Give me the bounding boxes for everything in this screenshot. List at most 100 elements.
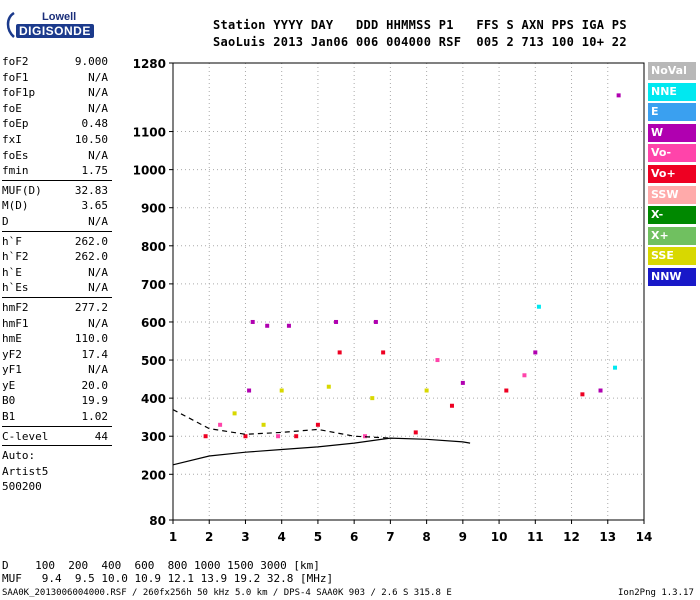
legend-item-vo-: Vo+ [648, 164, 696, 183]
param-name: yE [2, 378, 16, 392]
param-value: N/A [88, 86, 108, 100]
y-tick-label: 400 [141, 392, 166, 406]
profile-dashed-line [172, 409, 391, 439]
legend-item-w: W [648, 123, 696, 142]
virtual-height-trace-line [172, 437, 471, 466]
param-row: h`F2 262.0 [2, 249, 112, 265]
footer-info: SAA0K_2013006004000.RSF / 260fx256h 50 k… [2, 588, 452, 598]
param-row: foF2 9.000 [2, 54, 112, 70]
param-row: foEp 0.48 [2, 116, 112, 132]
param-row: foE N/A [2, 101, 112, 117]
y-tick-label: 600 [141, 316, 166, 330]
echo-point [203, 434, 208, 439]
param-row: B1 1.02 [2, 409, 112, 425]
echo-point [435, 358, 440, 363]
echo-point [334, 319, 339, 324]
y-tick-label: 1280 [133, 57, 166, 71]
param-name: MUF(D) [2, 183, 42, 197]
param-name: hmE [2, 332, 22, 346]
param-name: foE [2, 101, 22, 115]
echo-point [536, 304, 541, 309]
separator [2, 445, 112, 447]
echo-point [232, 411, 237, 416]
y-tick-label: 900 [141, 202, 166, 216]
y-tick-label: 500 [141, 354, 166, 368]
x-tick-label: 6 [350, 530, 358, 544]
y-tick-label: 200 [141, 468, 166, 482]
param-row: yE 20.0 [2, 378, 112, 394]
y-tick-label: 300 [141, 430, 166, 444]
param-value: 19.9 [81, 394, 109, 408]
legend-item-noval: NoVal [648, 62, 696, 80]
legend-item-nne: NNE [648, 82, 696, 101]
param-value: N/A [88, 214, 108, 228]
y-tick-label: 1000 [133, 164, 166, 178]
y-tick-label: 700 [141, 278, 166, 292]
param-name: M(D) [2, 199, 29, 213]
auto-scaling-line: 500200 [2, 480, 42, 494]
echo-point [276, 434, 281, 439]
param-value: 20.0 [81, 378, 109, 392]
legend-item-x-: X+ [648, 226, 696, 245]
param-value: 3.65 [81, 199, 109, 213]
echo-point [315, 422, 320, 427]
digisonde-logo: Lowell DIGISONDE [2, 10, 94, 50]
x-tick-label: 5 [314, 530, 322, 544]
param-name: yF2 [2, 347, 22, 361]
echo-point [381, 350, 386, 355]
echo-point [247, 388, 252, 393]
param-name: foF1 [2, 70, 29, 84]
echo-point [424, 388, 429, 393]
param-value: N/A [88, 148, 108, 162]
echo-point [580, 392, 585, 397]
x-tick-label: 7 [386, 530, 394, 544]
echo-point [326, 384, 331, 389]
echo-point [616, 93, 621, 98]
logo-swoosh-icon [6, 12, 15, 38]
param-value: 262.0 [74, 234, 108, 248]
x-tick-label: 12 [563, 530, 580, 544]
param-name: foEp [2, 117, 29, 131]
param-row: hmE 110.0 [2, 331, 112, 347]
echo-point [243, 434, 248, 439]
y-tick-label: 800 [141, 240, 166, 254]
param-name: yF1 [2, 363, 22, 377]
echo-point [504, 388, 509, 393]
auto-scaling-line: Artist5 [2, 464, 49, 478]
param-row: yF2 17.4 [2, 347, 112, 363]
param-value: 44 [94, 429, 108, 443]
param-name: hmF1 [2, 316, 29, 330]
polarization-legend: NoVal NNE E W Vo- Vo+ SSW X- X+ SSE NNW [648, 62, 696, 289]
param-name: foF1p [2, 86, 36, 100]
plot-frame [172, 62, 645, 521]
x-tick-label: 8 [422, 530, 430, 544]
param-row: fxI 10.50 [2, 132, 112, 148]
param-name: B0 [2, 394, 16, 408]
param-row: D N/A [2, 214, 112, 230]
legend-item-x-: X- [648, 206, 696, 225]
x-tick-label: 14 [636, 530, 653, 544]
x-tick-label: 3 [241, 530, 249, 544]
param-row: B0 19.9 [2, 393, 112, 409]
x-tick-label: 10 [491, 530, 508, 544]
separator [2, 296, 112, 298]
param-value: N/A [88, 281, 108, 295]
param-name: foEs [2, 148, 29, 162]
echo-point [413, 430, 418, 435]
echo-point [286, 323, 291, 328]
param-row: foEs N/A [2, 148, 112, 164]
param-value: 1.75 [81, 164, 109, 178]
param-value: 262.0 [74, 250, 108, 264]
param-name: h`F2 [2, 250, 29, 264]
param-name: foF2 [2, 55, 29, 68]
param-value: 17.4 [81, 347, 109, 361]
param-value: N/A [88, 316, 108, 330]
param-row: fmin 1.75 [2, 163, 112, 179]
legend-item-vo-: Vo- [648, 144, 696, 163]
param-value: 10.50 [74, 132, 108, 146]
muf-row: MUF 9.4 9.5 10.0 10.9 12.1 13.9 19.2 32.… [2, 572, 334, 585]
echo-point [373, 319, 378, 324]
legend-item-ssw: SSW [648, 185, 696, 204]
header-labels: Station YYYY DAY DDD HHMMSS P1 FFS S AXN… [213, 18, 627, 32]
